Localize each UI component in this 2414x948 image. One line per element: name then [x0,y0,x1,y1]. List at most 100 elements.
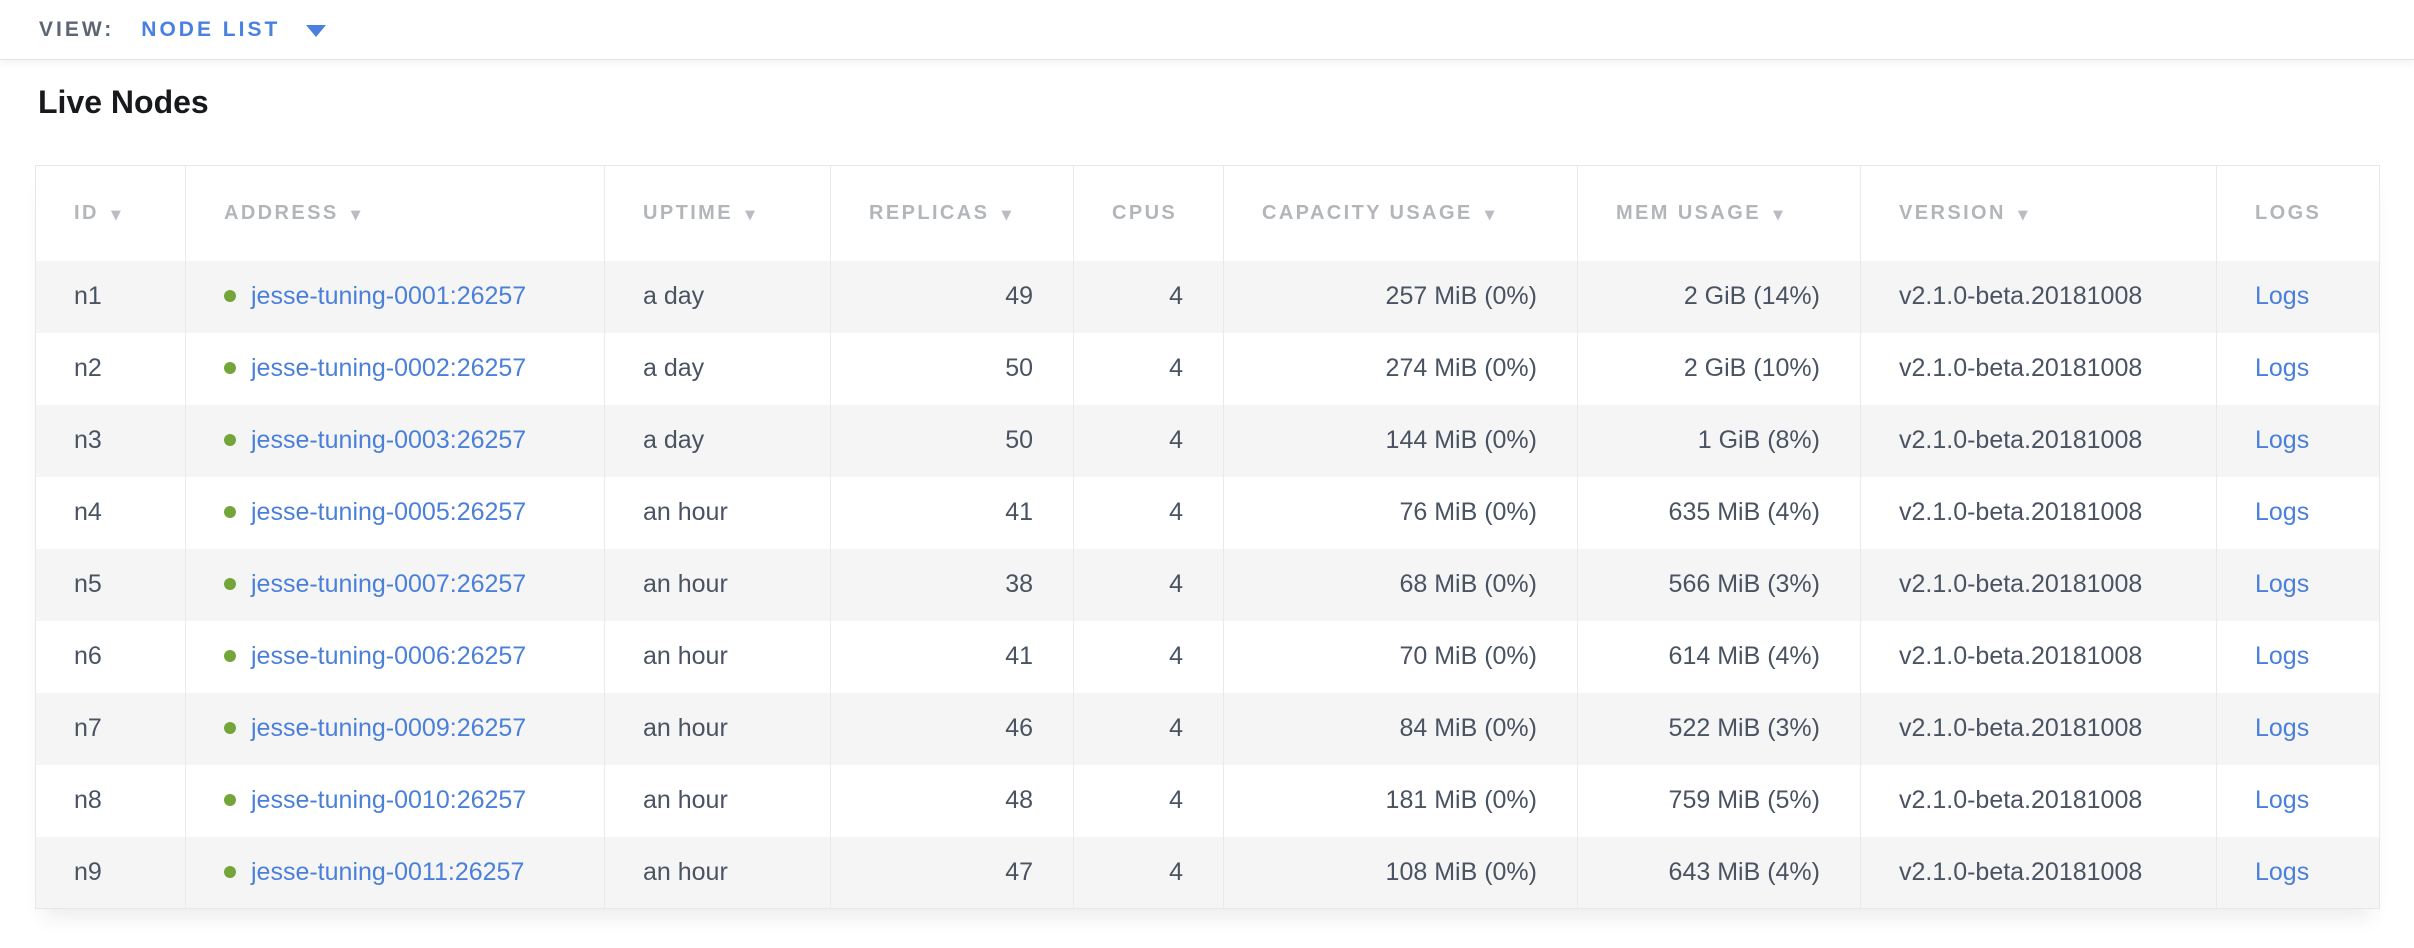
cell-uptime: a day [604,404,831,477]
node-live-status-icon [224,650,236,662]
cell-id: n3 [74,426,102,454]
cell-logs: Logs [2216,764,2380,837]
cell-replicas: 38 [830,548,1074,621]
cell-address: jesse-tuning-0007:26257 [185,548,605,621]
cell-capacity_usage: 68 MiB (0%) [1223,548,1578,621]
node-live-status-icon [224,578,236,590]
cell-replicas: 48 [830,764,1074,837]
cell-version: v2.1.0-beta.20181008 [1860,620,2217,693]
node-address-link[interactable]: jesse-tuning-0003:26257 [251,426,527,454]
node-live-status-icon [224,794,236,806]
sort-desc-icon: ▼ [110,207,121,223]
cell-logs: Logs [2216,692,2380,765]
cell-cpus: 4 [1073,476,1224,549]
main-content: Live Nodes ID ▼ ADDRESS ▼ UPTIME ▼ REPLICAS ▼ CP… [0,84,2414,909]
cell-uptime: an hour [604,764,831,837]
cell-id: n8 [74,786,102,814]
cell-id: n6 [74,642,102,670]
node-address-link[interactable]: jesse-tuning-0011:26257 [251,857,525,886]
cell-logs: Logs [2216,476,2380,549]
logs-link[interactable]: Logs [2255,570,2310,598]
cell-id: n7 [74,714,102,742]
node-address-link[interactable]: jesse-tuning-0010:26257 [251,786,527,814]
column-header-uptime[interactable]: UPTIME ▼ [604,165,831,261]
view-dropdown[interactable]: NODE LIST [141,18,327,42]
cell-logs: Logs [2216,332,2380,405]
cell-capacity_usage: 108 MiB (0%) [1223,836,1578,909]
cell-mem_usage: 566 MiB (3%) [1577,548,1861,621]
logs-link[interactable]: Logs [2255,857,2310,886]
cell-version: v2.1.0-beta.20181008 [1860,476,2217,549]
cell-replicas: 50 [830,404,1074,477]
column-label: LOGS [2255,201,2322,224]
cell-cpus: 4 [1073,692,1224,765]
cell-uptime: an hour [604,548,831,621]
cell-address: jesse-tuning-0005:26257 [185,476,605,549]
column-header-mem_usage[interactable]: MEM USAGE ▼ [1577,165,1861,261]
logs-link[interactable]: Logs [2255,786,2310,814]
node-address-link[interactable]: jesse-tuning-0006:26257 [251,642,527,670]
logs-link[interactable]: Logs [2255,714,2310,742]
node-live-status-icon [224,434,236,446]
column-header-id[interactable]: ID ▼ [35,165,186,261]
column-header-cpus: CPUS [1073,165,1224,261]
cell-address: jesse-tuning-0001:26257 [185,260,605,333]
cell-mem_usage: 2 GiB (10%) [1577,332,1861,405]
column-label: VERSION [1899,201,2006,224]
logs-link[interactable]: Logs [2255,354,2310,382]
logs-link[interactable]: Logs [2255,282,2310,310]
cell-logs: Logs [2216,836,2380,909]
cell-replicas: 41 [830,476,1074,549]
table-row-n5: n5 jesse-tuning-0007:26257 an hour 38 4 68 Mi… [35,548,2380,621]
cell-id: n4 [74,498,102,526]
cell-mem_usage: 635 MiB (4%) [1577,476,1861,549]
cell-replicas: 50 [830,332,1074,405]
sort-desc-icon: ▼ [1001,207,1012,223]
cell-replicas: 41 [830,620,1074,693]
column-label: ID [74,201,99,224]
node-address-link[interactable]: jesse-tuning-0009:26257 [251,714,527,742]
cell-capacity_usage: 257 MiB (0%) [1223,260,1578,333]
table-row-n1: n1 jesse-tuning-0001:26257 a day 49 4 257 MiB… [35,260,2380,333]
table-row-n9: n9 jesse-tuning-0011:26257 an hour 47 4 108 M… [35,836,2380,909]
cell-id: n5 [74,570,102,598]
cell-mem_usage: 1 GiB (8%) [1577,404,1861,477]
table-header-row: ID ▼ ADDRESS ▼ UPTIME ▼ REPLICAS ▼ CPUS CAPACITY … [35,165,2380,261]
node-live-status-icon [224,865,236,878]
table-row-n2: n2 jesse-tuning-0002:26257 a day 50 4 274 MiB… [36,332,2380,405]
view-bar: VIEW: NODE LIST [0,0,2414,60]
column-header-replicas[interactable]: REPLICAS ▼ [830,165,1074,261]
cell-mem_usage: 2 GiB (14%) [1577,260,1861,333]
node-live-status-icon [224,290,236,302]
column-header-version[interactable]: VERSION ▼ [1860,165,2217,261]
cell-version: v2.1.0-beta.20181008 [1860,764,2217,837]
cell-uptime: an hour [604,692,831,765]
column-header-capacity_usage[interactable]: CAPACITY USAGE ▼ [1223,165,1578,261]
node-address-link[interactable]: jesse-tuning-0002:26257 [251,354,527,382]
cell-capacity_usage: 144 MiB (0%) [1223,404,1578,477]
cell-logs: Logs [2216,260,2380,333]
cell-cpus: 4 [1073,764,1224,837]
node-address-link[interactable]: jesse-tuning-0001:26257 [251,282,527,310]
node-live-status-icon [224,362,236,374]
logs-link[interactable]: Logs [2255,498,2310,526]
sort-desc-icon: ▼ [744,207,755,223]
cell-capacity_usage: 84 MiB (0%) [1223,692,1578,765]
cell-id: n2 [74,354,102,382]
column-label: MEM USAGE [1616,201,1761,224]
table-row-n6: n6 jesse-tuning-0006:26257 an hour 41 4 70 Mi… [36,620,2380,693]
cell-cpus: 4 [1073,332,1224,405]
node-address-link[interactable]: jesse-tuning-0005:26257 [251,498,527,526]
cell-logs: Logs [2216,548,2380,621]
cell-logs: Logs [2216,620,2380,693]
cell-mem_usage: 643 MiB (4%) [1577,836,1861,909]
table-row-n8: n8 jesse-tuning-0010:26257 an hour 48 4 181 M… [36,764,2380,837]
cell-address: jesse-tuning-0002:26257 [185,332,605,405]
column-header-address[interactable]: ADDRESS ▼ [185,165,605,261]
cell-mem_usage: 614 MiB (4%) [1577,620,1861,693]
table-body: n1 jesse-tuning-0001:26257 a day 49 4 257 MiB… [35,260,2380,909]
logs-link[interactable]: Logs [2255,426,2310,454]
cell-address: jesse-tuning-0010:26257 [185,764,605,837]
logs-link[interactable]: Logs [2255,642,2310,670]
node-address-link[interactable]: jesse-tuning-0007:26257 [251,570,527,598]
